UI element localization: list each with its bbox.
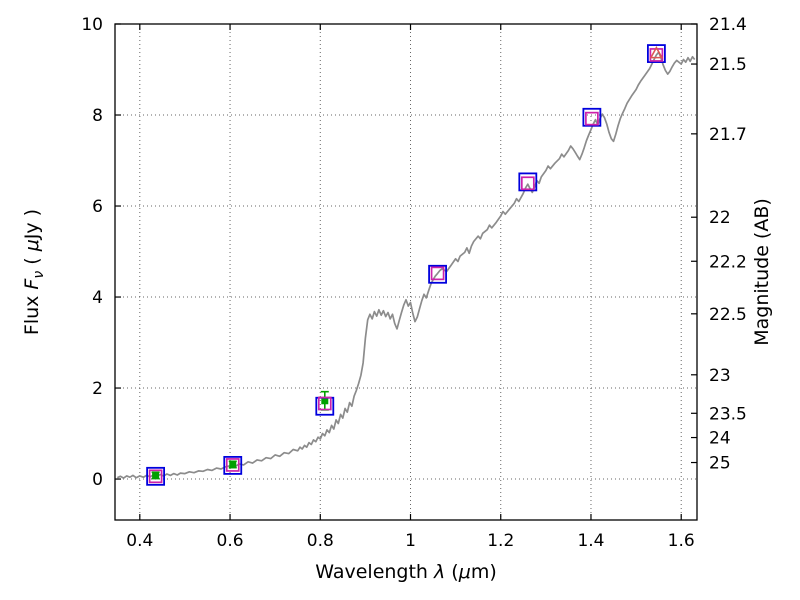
green-point-marker — [229, 460, 237, 468]
magenta-square-marker — [148, 469, 163, 484]
y-right-tick-label: 22.5 — [709, 305, 747, 325]
y-left-tick-label: 10 — [81, 15, 103, 35]
y-right-tick-label: 21.4 — [709, 15, 747, 35]
y-right-tick-label: 22 — [709, 208, 731, 228]
y-left-tick-label: 6 — [92, 197, 103, 217]
x-tick-label: 1.4 — [577, 531, 604, 551]
y-right-tick-label: 23 — [709, 366, 731, 386]
axis-labels: Wavelength λ (μm) Flux Fν ( μJy ) Magnitud… — [21, 198, 773, 583]
blue-square-marker — [646, 44, 666, 63]
green-point-marker — [321, 397, 329, 405]
x-tick-label: 1.6 — [668, 531, 695, 551]
y-axis-label-left: Flux Fν ( μJy ) — [21, 209, 47, 335]
blue-square-marker — [428, 264, 447, 284]
x-tick-label: 0.6 — [217, 531, 244, 551]
red-triangle-marker — [649, 45, 664, 59]
magenta-square-marker — [225, 458, 240, 472]
x-axis-label: Wavelength λ (μm) — [315, 561, 496, 583]
y-left-tick-label: 2 — [92, 379, 103, 399]
x-tick-label: 0.4 — [126, 531, 153, 551]
blue-square-marker — [223, 455, 243, 475]
tick-marks — [115, 23, 697, 520]
y-right-tick-label: 21.5 — [709, 55, 747, 75]
y-left-tick-label: 4 — [92, 288, 103, 308]
axes-box — [114, 23, 698, 521]
blue-square-marker — [582, 107, 602, 127]
y-axis-label-right: Magnitude (AB) — [751, 198, 773, 346]
y-right-tick-label: 25 — [709, 454, 731, 474]
x-tick-label: 0.8 — [307, 531, 334, 551]
y-right-tick-label: 21.7 — [709, 125, 747, 145]
observed-green-points — [151, 390, 329, 480]
photometry-magenta-squares — [148, 48, 664, 484]
y-right-tick-label: 22.2 — [709, 252, 747, 272]
photometry-blue-squares — [146, 44, 666, 486]
plot-grid — [115, 23, 697, 520]
y-right-tick-label: 23.5 — [709, 404, 747, 424]
x-tick-label: 1 — [405, 531, 416, 551]
green-point-marker — [152, 471, 160, 479]
x-tick-label: 1.2 — [487, 531, 514, 551]
y-left-tick-label: 8 — [92, 106, 103, 126]
magenta-square-marker — [585, 111, 599, 126]
magenta-square-marker — [520, 176, 535, 191]
magenta-square-marker — [317, 396, 332, 411]
spectrum-line — [116, 51, 696, 479]
magenta-square-marker — [430, 266, 445, 281]
y-right-tick-label: 24 — [709, 429, 731, 449]
blue-square-marker — [146, 466, 166, 486]
y-left-tick-label: 0 — [92, 470, 103, 490]
blue-square-marker — [518, 172, 538, 192]
